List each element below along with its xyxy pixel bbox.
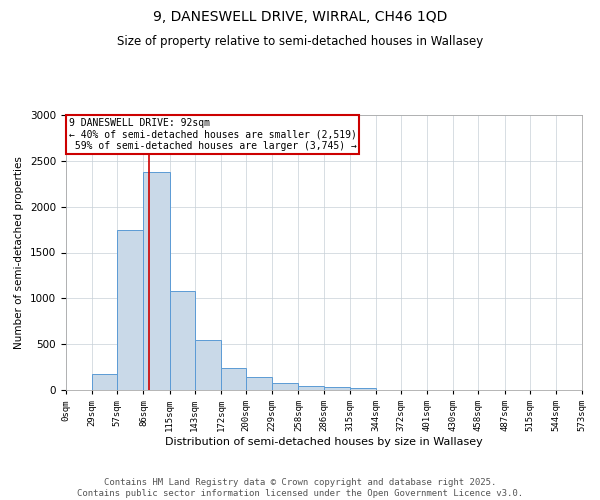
Text: Size of property relative to semi-detached houses in Wallasey: Size of property relative to semi-detach… [117,35,483,48]
Bar [118,230,143,390]
Bar [350,388,376,390]
Bar [170,292,195,390]
Text: 9, DANESWELL DRIVE, WIRRAL, CH46 1QD: 9, DANESWELL DRIVE, WIRRAL, CH46 1QD [153,10,447,24]
Bar [195,340,221,390]
Text: 9 DANESWELL DRIVE: 92sqm
← 40% of semi-detached houses are smaller (2,519)
 59% : 9 DANESWELL DRIVE: 92sqm ← 40% of semi-d… [68,118,356,151]
Bar [92,374,118,390]
Bar [298,386,323,390]
X-axis label: Distribution of semi-detached houses by size in Wallasey: Distribution of semi-detached houses by … [165,437,483,447]
Bar [221,368,246,390]
Y-axis label: Number of semi-detached properties: Number of semi-detached properties [14,156,25,349]
Bar [272,382,298,390]
Text: Contains HM Land Registry data © Crown copyright and database right 2025.
Contai: Contains HM Land Registry data © Crown c… [77,478,523,498]
Bar [143,172,170,390]
Bar [246,377,272,390]
Bar [323,387,350,390]
